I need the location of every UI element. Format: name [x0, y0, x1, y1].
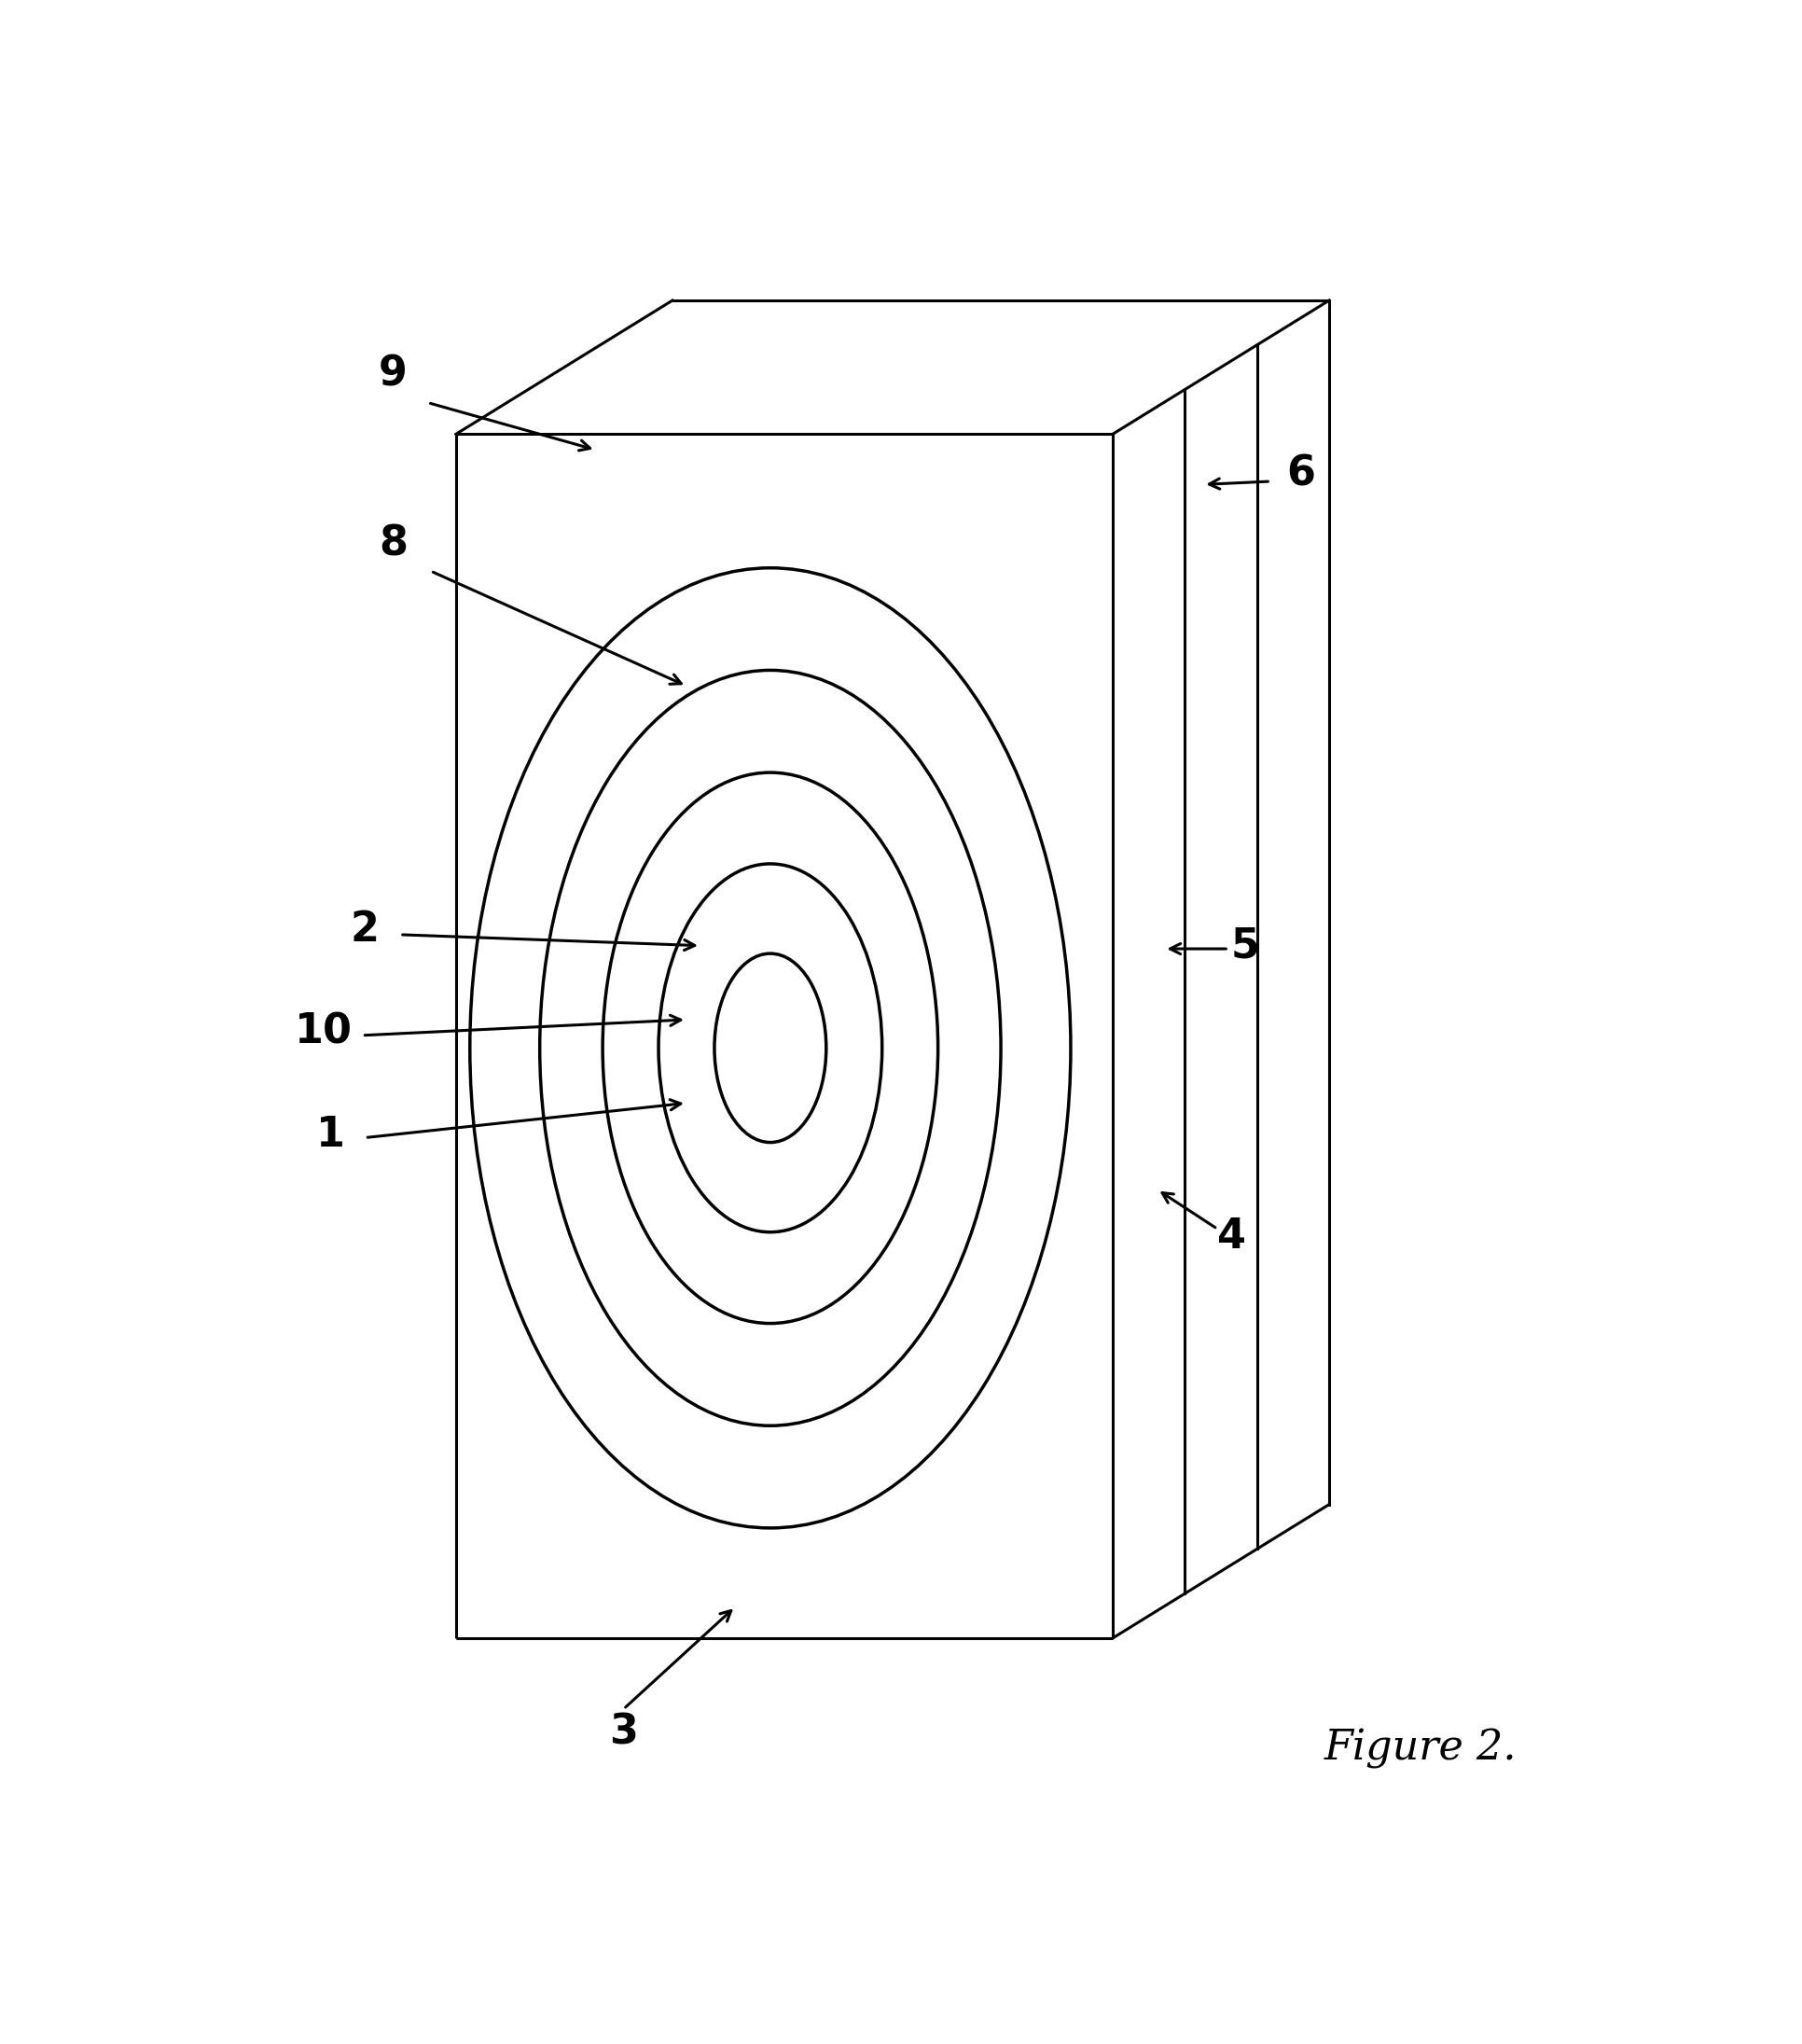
Text: Figure 2.: Figure 2. — [1323, 1727, 1515, 1768]
Text: 3: 3 — [609, 1713, 638, 1752]
Text: 6: 6 — [1287, 454, 1315, 493]
Text: 9: 9 — [378, 354, 407, 394]
Text: 8: 8 — [378, 523, 407, 564]
Text: 5: 5 — [1231, 926, 1260, 965]
Text: 10: 10 — [294, 1012, 351, 1053]
Text: 4: 4 — [1216, 1216, 1245, 1257]
Text: 2: 2 — [350, 910, 380, 950]
Text: 1: 1 — [315, 1114, 344, 1155]
